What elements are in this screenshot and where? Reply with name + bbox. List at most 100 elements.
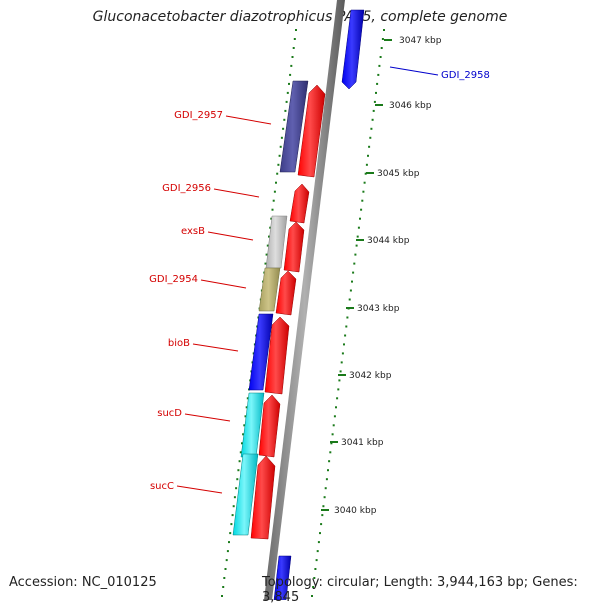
gene-block-sucC <box>232 453 259 536</box>
callout-line-sucD <box>184 413 231 422</box>
guide-dot <box>353 262 356 265</box>
guide-dot <box>337 388 340 391</box>
guide-dot <box>367 154 369 157</box>
guide-dot <box>229 532 232 535</box>
guide-dot <box>376 82 379 85</box>
guide-dot <box>322 505 325 508</box>
guide-dot <box>369 136 372 139</box>
guide-dot <box>271 208 274 211</box>
guide-dot <box>328 460 331 463</box>
guide-dot <box>361 199 364 202</box>
guide-dot <box>338 379 341 382</box>
kbp-tick-label: 3045 kbp <box>377 169 420 179</box>
kbp-tick-label: 3046 kbp <box>389 101 432 111</box>
guide-dot <box>378 64 381 67</box>
kbp-tick-label: 3043 kbp <box>357 304 400 314</box>
guide-dot <box>380 47 383 49</box>
guide-dot <box>241 442 243 445</box>
guide-dot <box>364 172 367 175</box>
guide-dot <box>264 262 267 265</box>
gene-label-gdi-2954: GDI_2954 <box>149 274 198 285</box>
guide-dot <box>277 163 280 166</box>
guide-dot <box>226 550 229 553</box>
guide-dot <box>237 469 240 472</box>
guide-dot <box>373 100 376 103</box>
gene-arrow-forward-bioB <box>264 316 290 395</box>
guide-dot <box>368 145 371 148</box>
guide-dot <box>311 595 313 597</box>
guide-dot <box>339 370 342 373</box>
guide-dot <box>278 154 281 157</box>
guide-dot <box>235 487 238 490</box>
gene-arrow-forward-gdi-2954 <box>275 270 297 316</box>
guide-dot <box>242 433 245 436</box>
guide-dot <box>327 469 329 472</box>
guide-dot <box>291 56 294 58</box>
guide-dot <box>331 433 334 436</box>
guide-dot <box>290 64 293 67</box>
gene-block-bottom-blue <box>273 555 292 600</box>
kbp-tick-label: 3047 kbp <box>399 36 442 46</box>
guide-dot <box>324 487 327 490</box>
kbp-tick-label: 3040 kbp <box>334 506 377 516</box>
gene-arrow-gdi-2958 <box>341 9 365 90</box>
guide-dot <box>295 29 297 31</box>
guide-dot <box>363 181 366 184</box>
gene-label-gdi-2958: GDI_2958 <box>441 70 490 81</box>
guide-dot <box>270 217 273 220</box>
guide-dot <box>275 181 277 184</box>
guide-dot <box>221 595 223 597</box>
gene-block-gdi-2957 <box>279 80 309 173</box>
gene-arrow-forward-exsB <box>283 221 305 273</box>
guide-dot <box>351 280 353 283</box>
guide-dot <box>348 298 351 301</box>
guide-dot <box>333 415 336 418</box>
guide-dot <box>268 235 270 238</box>
gene-arrow-forward-gdi-2957 <box>297 84 326 178</box>
guide-dot <box>370 127 373 130</box>
guide-dot <box>232 505 235 508</box>
guide-dot <box>323 496 326 499</box>
guide-dot <box>377 73 380 76</box>
guide-dot <box>280 136 283 139</box>
guide-dot <box>355 244 358 247</box>
guide-dot <box>359 217 361 220</box>
guide-dot <box>335 406 337 409</box>
gene-label-sucC: sucC <box>150 481 174 492</box>
guide-dot <box>238 460 241 463</box>
guide-dot <box>371 118 374 121</box>
guide-dot <box>320 523 323 526</box>
gene-block-exsB <box>265 215 288 269</box>
gene-arrow-forward-sucC <box>250 455 276 540</box>
guide-dot <box>356 235 359 238</box>
guide-dot <box>317 541 320 544</box>
accession-text: Accession: NC_010125 <box>9 575 157 590</box>
guide-dot <box>316 550 319 553</box>
guide-dot <box>266 244 269 247</box>
guide-dot <box>222 586 225 588</box>
gene-block-bioB <box>248 313 274 391</box>
guide-dot <box>230 523 233 526</box>
guide-dot <box>315 559 318 562</box>
guide-dot <box>283 118 286 121</box>
guide-dot <box>341 352 344 355</box>
guide-dot <box>279 145 282 148</box>
guide-dot <box>231 514 234 517</box>
topology-text: Topology: circular; Length: 3,944,163 bp… <box>262 575 578 605</box>
guide-dot <box>244 415 247 418</box>
guide-dot <box>357 226 360 229</box>
guide-dot <box>365 163 368 166</box>
guide-dot <box>314 568 317 570</box>
guide-dot <box>362 190 365 193</box>
guide-dot <box>225 559 228 562</box>
guide-dot <box>344 334 347 337</box>
guide-dot <box>312 586 315 588</box>
guide-dot <box>349 289 352 292</box>
callout-line-bioB <box>192 343 239 352</box>
genome-backbone <box>264 0 345 600</box>
gene-block-gdi-2954 <box>258 267 281 312</box>
guide-dot <box>325 478 328 481</box>
guide-dot <box>245 406 248 409</box>
guide-dot <box>284 109 287 112</box>
